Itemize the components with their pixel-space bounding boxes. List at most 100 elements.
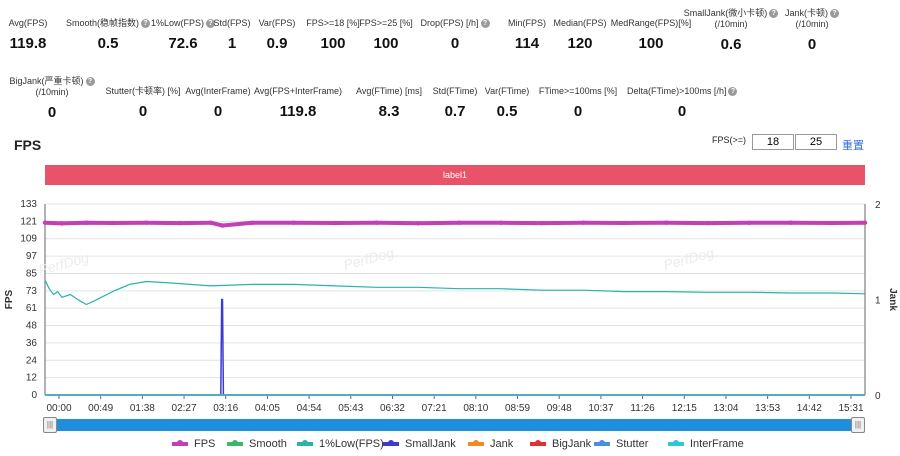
legend-swatch xyxy=(383,440,399,447)
help-icon[interactable]: ? xyxy=(830,9,839,19)
help-icon[interactable]: ? xyxy=(206,19,215,29)
x-tick-label: 08:59 xyxy=(505,403,530,414)
stat-stats_row1-9: Median(FPS) 120 xyxy=(525,18,635,52)
x-tick-label: 06:32 xyxy=(380,403,405,414)
stat-label: Jank(卡顿)? xyxy=(757,8,867,19)
stat-label: FPS>=18 [%] xyxy=(278,18,388,29)
legend-item-fps[interactable]: FPS xyxy=(172,438,215,450)
stat-value: 119.8 xyxy=(9,35,47,52)
stat-label-text: Smooth(稳帧指数) xyxy=(65,18,139,28)
time-range-slider[interactable]: ||| ||| xyxy=(43,417,865,433)
stat-label-line2: (/10min) xyxy=(795,19,829,29)
fps-point xyxy=(144,220,149,225)
legend-swatch xyxy=(594,440,610,447)
legend-item-smooth[interactable]: Smooth xyxy=(227,438,287,450)
help-icon[interactable]: ? xyxy=(728,87,738,97)
series-line-low1 xyxy=(44,279,866,306)
stat-label-text: Std(FPS) xyxy=(213,18,251,28)
legend-label: InterFrame xyxy=(690,438,744,450)
x-tick-label: 02:27 xyxy=(172,403,197,414)
legend-item-bigjank[interactable]: BigJank xyxy=(530,438,591,450)
fps-point xyxy=(220,223,225,228)
legend-label: FPS xyxy=(194,438,216,450)
label-bar[interactable]: label1 xyxy=(45,165,865,185)
threshold-label: FPS(>=) xyxy=(712,135,747,145)
stat-value: 0.5 xyxy=(496,103,518,120)
x-tick-label: 00:49 xyxy=(88,403,113,414)
stat-value: 8.3 xyxy=(378,103,400,120)
stat-label: Delta(FTime)>100ms [/h]? xyxy=(627,86,738,97)
stat-stats_row1-6: FPS>=25 [%] 100 xyxy=(331,18,441,52)
stat-label: Stutter(卡顿率) [%] xyxy=(88,86,198,97)
threshold-high-input[interactable] xyxy=(795,134,837,150)
fps-point xyxy=(178,220,183,226)
y2-tick-label: 0 xyxy=(875,391,881,402)
stat-stats_row2-1: Stutter(卡顿率) [%] 0 xyxy=(88,86,198,120)
stat-value: 100 xyxy=(373,35,399,52)
stat-label-text: Jank(卡顿) xyxy=(784,8,828,18)
slider-right-handle[interactable]: ||| xyxy=(851,417,865,433)
reset-button[interactable]: 重置 xyxy=(842,140,864,152)
y-tick-label: 24 xyxy=(26,355,38,366)
legend-item-interframe[interactable]: InterFrame xyxy=(668,438,744,450)
legend-item-smalljank[interactable]: SmallJank xyxy=(383,438,456,450)
legend-item-stutter[interactable]: Stutter xyxy=(594,438,648,450)
y-tick-label: 85 xyxy=(26,268,38,279)
y-tick-label: 36 xyxy=(26,338,38,349)
stat-value: 120 xyxy=(567,35,593,52)
stat-stats_row1-12: Jank(卡顿)? (/10min) 0 xyxy=(757,8,867,53)
stat-label-text: Drop(FPS) [/h] xyxy=(420,18,479,28)
y-axis-title: FPS xyxy=(4,289,15,309)
stat-value: 100 xyxy=(320,35,346,52)
fps-point xyxy=(705,220,710,226)
series-line-fps xyxy=(44,220,866,228)
x-tick-label: 01:38 xyxy=(130,403,155,414)
legend-item-low1[interactable]: 1%Low(FPS) xyxy=(297,438,384,450)
help-icon[interactable]: ? xyxy=(480,19,490,29)
stat-stats_row2-0: BigJank(严重卡顿)? (/10min) 0 xyxy=(0,76,107,121)
threshold-low-wrap xyxy=(752,134,794,150)
stat-label-text: 1%Low(FPS) xyxy=(150,18,204,28)
fps-point xyxy=(208,220,213,225)
legend-item-jank[interactable]: Jank xyxy=(468,438,513,450)
stat-stats_row1-2: 1%Low(FPS)? 72.6 xyxy=(128,18,238,52)
fps-point xyxy=(291,220,296,225)
series-line-smalljank xyxy=(45,298,865,396)
stat-label-text: FTime>=100ms [%] xyxy=(538,86,618,96)
legend-swatch xyxy=(668,440,684,447)
stat-label: FTime>=100ms [%] xyxy=(523,86,633,97)
stat-label: MedRange(FPS)[%] xyxy=(596,18,706,29)
legend-swatch xyxy=(468,440,484,447)
stat-label-text: Avg(FPS) xyxy=(8,18,48,28)
stat-stats_row2-2: Avg(InterFrame) 0 xyxy=(163,86,273,120)
stat-label-line2: (/10min) xyxy=(35,87,69,97)
x-tick-label: 08:10 xyxy=(463,403,488,414)
x-tick-label: 10:37 xyxy=(588,403,613,414)
help-icon[interactable]: ? xyxy=(85,77,95,87)
y-tick-label: 133 xyxy=(20,199,37,210)
fps-point xyxy=(42,220,48,225)
help-icon[interactable]: ? xyxy=(769,9,779,19)
stat-value: 0 xyxy=(573,103,583,120)
x-tick-label: 11:26 xyxy=(630,403,655,414)
legend-label: BigJank xyxy=(552,438,592,450)
stat-stats_row2-3: Avg(FPS+InterFrame) 119.8 xyxy=(243,86,353,120)
stat-value: 0 xyxy=(807,36,817,53)
stat-label-line2: (/10min) xyxy=(714,19,748,29)
stat-stats_row1-3: Std(FPS) 1 xyxy=(177,18,287,52)
stat-label-text: Median(FPS) xyxy=(553,18,607,28)
x-tick-label: 04:54 xyxy=(297,403,322,414)
stat-label: Avg(FPS) xyxy=(0,18,83,29)
help-icon[interactable]: ? xyxy=(141,19,150,29)
stat-label: Avg(FTime) [ms] xyxy=(334,86,444,97)
threshold-low-input[interactable] xyxy=(752,134,794,150)
section-title: FPS xyxy=(14,137,42,153)
slider-left-handle[interactable]: ||| xyxy=(43,417,57,433)
fps-point xyxy=(59,221,65,226)
stat-value: 0.6 xyxy=(720,36,742,53)
stat-value: 100 xyxy=(638,35,664,52)
legend-swatch xyxy=(172,440,188,447)
watermark: PerfDog xyxy=(662,244,716,273)
fps-point xyxy=(664,220,669,225)
stat-label: Avg(FPS+InterFrame) xyxy=(243,86,353,97)
